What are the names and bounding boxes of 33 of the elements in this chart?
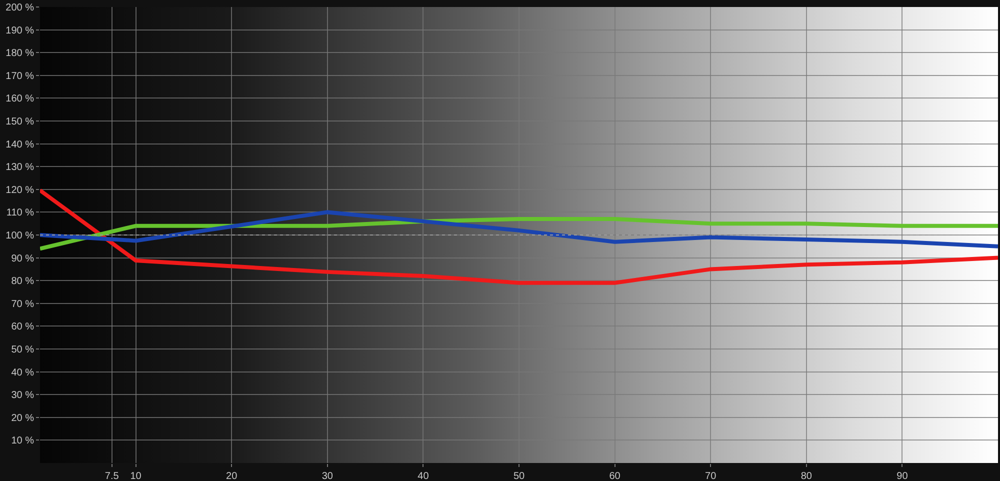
y-tick-label: 40 % [11,367,34,378]
x-tick-label: 10 [130,471,142,481]
y-tick-label: 80 % [11,276,34,288]
y-tick-label: 160 % [6,94,34,105]
x-tick-label: 90 [896,471,908,481]
y-tick-label: 150 % [6,116,34,128]
y-tick-label: 90 % [11,253,34,264]
x-tick-label: 50 [513,471,525,481]
y-tick-label: 180 % [6,48,34,60]
x-tick-label: 30 [322,471,334,481]
line-series [40,210,998,248]
y-tick-label: 50 % [11,344,34,356]
y-tick-label: 130 % [6,162,34,174]
y-tick-label: 140 % [6,139,34,150]
line-series [40,188,998,285]
y-tick-label: 70 % [11,298,34,310]
y-tick-label: 100 % [6,230,34,242]
x-tick-label: 7.5 [104,471,120,481]
y-tick-label: 10 % [11,436,34,447]
y-tick-label: 170 % [6,70,34,82]
x-tick-label: 20 [226,471,238,481]
line-series [40,217,998,251]
y-tick-label: 200 % [6,2,34,14]
y-tick-label: 30 % [11,390,34,402]
y-tick-label: 60 % [11,322,34,333]
y-tick-label: 190 % [6,25,34,36]
x-tick-label: 60 [609,471,621,481]
x-tick-label: 70 [705,471,717,481]
y-tick-label: 120 % [6,184,34,196]
y-tick-label: 20 % [11,412,34,424]
y-tick-label: 110 % [6,208,34,219]
x-tick-label: 80 [800,471,812,481]
x-tick-label: 40 [418,471,430,481]
